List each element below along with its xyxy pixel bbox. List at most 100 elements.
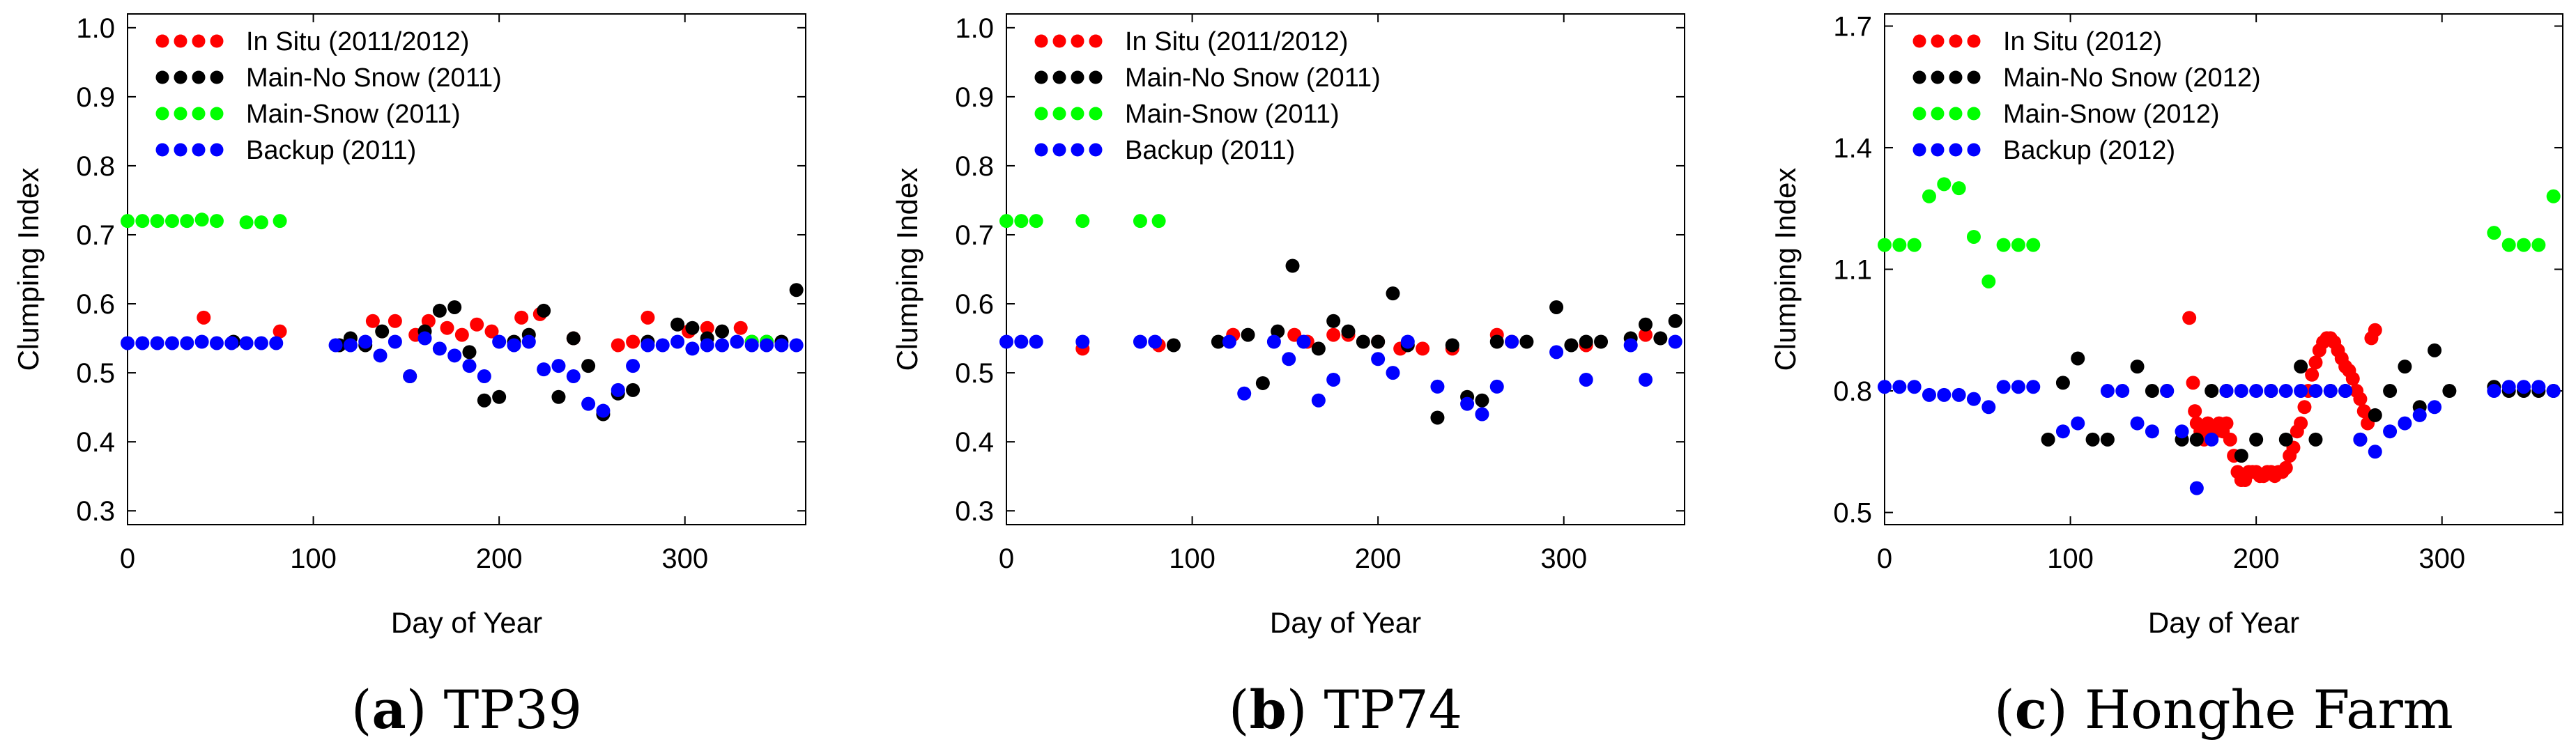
data-point bbox=[626, 383, 641, 397]
data-point bbox=[492, 389, 507, 404]
x-tick-label: 100 bbox=[1169, 543, 1216, 574]
data-point bbox=[477, 393, 491, 408]
y-axis-label: Clumping Index bbox=[12, 168, 45, 371]
data-point bbox=[700, 321, 714, 335]
data-point bbox=[1639, 327, 1653, 342]
y-tick-label: 0.6 bbox=[76, 289, 115, 320]
panel-caption: (b) TP74 bbox=[1229, 679, 1462, 741]
legend-marker bbox=[1034, 34, 1048, 48]
data-point bbox=[2264, 384, 2278, 399]
data-point bbox=[135, 214, 150, 229]
data-point bbox=[1549, 300, 1564, 314]
legend-marker bbox=[1967, 143, 1981, 157]
panel-caption-title: TP39 bbox=[444, 679, 583, 741]
data-point bbox=[1937, 177, 1952, 192]
x-tick-label: 300 bbox=[661, 543, 708, 574]
x-tick-label: 100 bbox=[2047, 543, 2094, 574]
series-main-snow bbox=[1878, 177, 2561, 288]
data-point bbox=[1133, 334, 1147, 349]
x-tick-label: 200 bbox=[1355, 543, 1402, 574]
data-point bbox=[462, 359, 477, 373]
y-tick-label: 0.8 bbox=[76, 151, 115, 182]
data-point bbox=[2189, 481, 2204, 495]
data-point bbox=[1922, 189, 1936, 203]
data-point bbox=[2308, 355, 2323, 370]
data-point bbox=[1475, 407, 1489, 422]
legend: In Situ (2011/2012) Main-No Snow (2011) Ma… bbox=[1034, 27, 1381, 165]
data-point bbox=[2249, 432, 2264, 447]
data-point bbox=[1371, 352, 1386, 366]
data-point bbox=[1489, 379, 1504, 394]
data-point bbox=[2308, 384, 2323, 399]
data-point bbox=[715, 324, 730, 339]
data-point bbox=[730, 334, 744, 349]
y-axis-label: Clumping Index bbox=[1769, 168, 1802, 371]
data-point bbox=[1326, 314, 1341, 328]
data-point bbox=[1475, 393, 1489, 408]
data-point bbox=[1579, 372, 1593, 387]
data-point bbox=[1892, 380, 1907, 394]
legend-marker bbox=[1967, 107, 1981, 121]
data-point bbox=[2294, 416, 2308, 431]
data-point bbox=[388, 334, 402, 349]
data-point bbox=[2305, 367, 2320, 382]
data-point bbox=[1014, 334, 1029, 349]
legend-marker bbox=[1931, 107, 1945, 121]
data-point bbox=[566, 331, 581, 346]
data-point bbox=[447, 300, 462, 314]
data-point bbox=[2294, 360, 2308, 374]
data-point bbox=[2546, 189, 2561, 203]
data-point bbox=[1237, 386, 1252, 401]
y-tick-label: 0.5 bbox=[955, 358, 994, 389]
data-point bbox=[2011, 238, 2025, 252]
data-point bbox=[239, 336, 254, 350]
data-point bbox=[1416, 341, 1430, 356]
data-point bbox=[2223, 432, 2237, 447]
legend-marker bbox=[1912, 143, 1926, 157]
data-point bbox=[1326, 327, 1341, 342]
legend-marker bbox=[210, 143, 224, 157]
data-point bbox=[1341, 324, 1356, 339]
data-point bbox=[521, 334, 536, 349]
data-point bbox=[1029, 334, 1043, 349]
data-point bbox=[641, 310, 655, 325]
data-point bbox=[1241, 327, 1255, 342]
data-point bbox=[1356, 334, 1370, 349]
data-point bbox=[2145, 424, 2159, 439]
data-point bbox=[403, 369, 417, 384]
x-tick-label: 0 bbox=[999, 543, 1014, 574]
data-point bbox=[2353, 432, 2368, 447]
data-point bbox=[209, 336, 224, 350]
legend-marker bbox=[1912, 107, 1926, 121]
data-point bbox=[537, 362, 551, 377]
data-point bbox=[1489, 334, 1504, 349]
data-point bbox=[1952, 387, 1966, 402]
data-point bbox=[1996, 380, 2011, 394]
data-point bbox=[224, 336, 239, 350]
y-tick-label: 0.4 bbox=[955, 427, 994, 458]
legend-marker bbox=[192, 143, 206, 157]
data-point bbox=[150, 214, 164, 229]
data-point bbox=[999, 214, 1013, 229]
data-point bbox=[581, 359, 596, 373]
chart-panel-c: 0 100 200 300 0.5 0.8 1.1 1.4 1.7 Day of Year Clum… bbox=[1769, 11, 2563, 741]
data-point bbox=[2278, 432, 2293, 447]
y-tick-label: 0.6 bbox=[955, 289, 994, 320]
data-point bbox=[2517, 238, 2531, 252]
data-point bbox=[164, 336, 179, 350]
data-point bbox=[194, 213, 209, 227]
y-tick-label: 0.3 bbox=[76, 496, 115, 527]
data-point bbox=[1148, 334, 1163, 349]
x-tick-label: 100 bbox=[290, 543, 337, 574]
data-point bbox=[760, 338, 774, 353]
data-point bbox=[432, 303, 447, 318]
data-point bbox=[744, 338, 759, 353]
data-point bbox=[1075, 214, 1090, 229]
legend-label: In Situ (2011/2012) bbox=[246, 27, 469, 56]
data-point bbox=[2160, 384, 2175, 399]
data-point bbox=[1430, 410, 1445, 425]
panel-caption-paren: ) bbox=[406, 679, 444, 741]
legend-marker bbox=[1071, 107, 1084, 121]
data-point bbox=[2130, 416, 2145, 431]
data-point bbox=[2501, 238, 2516, 252]
